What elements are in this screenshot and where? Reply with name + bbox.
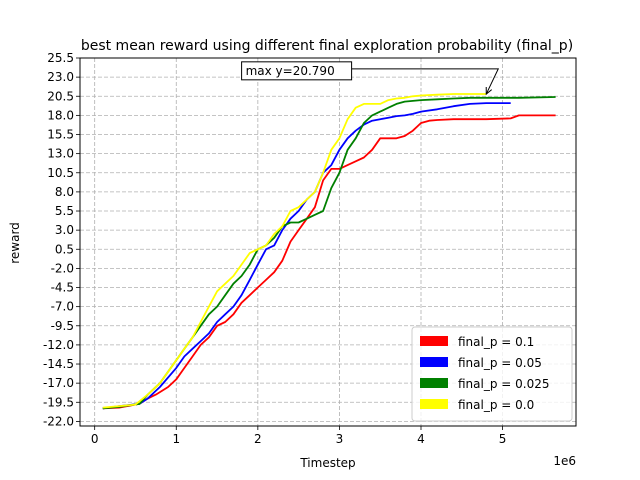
y-tick-label: -19.5 (43, 395, 74, 409)
annotation-box (241, 61, 353, 81)
y-tick-label: -12.0 (43, 338, 74, 352)
series-lines (102, 93, 556, 410)
y-tick-label: 0.5 (55, 242, 74, 256)
x-tick-label: 4 (417, 432, 425, 446)
axis-ticks: 0 1 2 3 4 5 -22.0 -19.5 -17.0 -14.5 -12.0 -9.5 -7.0 -… (43, 51, 506, 446)
y-tick-label: 5.5 (55, 204, 74, 218)
y-tick-label: 15.5 (47, 128, 74, 142)
annotation-arrow-head (485, 87, 493, 96)
y-tick-label: -22.0 (43, 414, 74, 428)
x-tick-label: 2 (254, 432, 262, 446)
x-tick-label: 1 (172, 432, 180, 446)
x-axis-label: Timestep (299, 456, 355, 470)
series-line-3 (102, 93, 487, 409)
plot-frame (79, 57, 577, 427)
annotation-text: max y=20.790 (246, 64, 335, 78)
x-tick-label: 3 (336, 432, 344, 446)
chart-title: best mean reward using different final e… (81, 38, 573, 54)
y-tick-label: -9.5 (51, 319, 74, 333)
legend-swatch (420, 357, 448, 367)
x-tick-label: 0 (91, 432, 99, 446)
max-annotation: max y=20.790 (241, 61, 500, 96)
legend-label: final_p = 0.05 (458, 356, 542, 370)
y-tick-label: -14.5 (43, 357, 74, 371)
y-tick-label: 25.5 (47, 51, 74, 65)
y-axis-label: reward (8, 222, 22, 264)
legend-label: final_p = 0.1 (458, 335, 534, 349)
y-tick-label: -4.5 (51, 281, 74, 295)
series-line-1 (102, 102, 511, 410)
y-tick-label: 13.0 (47, 147, 74, 161)
legend-frame (411, 326, 573, 422)
y-tick-label: -17.0 (43, 376, 74, 390)
legend-label: final_p = 0.0 (458, 398, 534, 412)
y-tick-label: 20.5 (47, 89, 74, 103)
legend-label: final_p = 0.025 (458, 377, 550, 391)
y-tick-label: 3.0 (55, 223, 74, 237)
y-tick-label: 18.0 (47, 108, 74, 122)
y-tick-label: -7.0 (51, 300, 74, 314)
legend-swatch (420, 399, 448, 409)
legend: final_p = 0.1 final_p = 0.05 final_p = 0.0… (411, 326, 573, 422)
legend-swatch (420, 378, 448, 388)
x-axis-multiplier: 1e6 (553, 454, 576, 468)
annotation-arrow-line (351, 68, 500, 95)
y-tick-label: 8.0 (55, 185, 74, 199)
y-tick-label: 23.0 (47, 70, 74, 84)
y-tick-label: -2.0 (51, 261, 74, 275)
x-tick-label: 5 (499, 432, 507, 446)
y-tick-label: 10.5 (47, 166, 74, 180)
legend-swatch (420, 336, 448, 346)
